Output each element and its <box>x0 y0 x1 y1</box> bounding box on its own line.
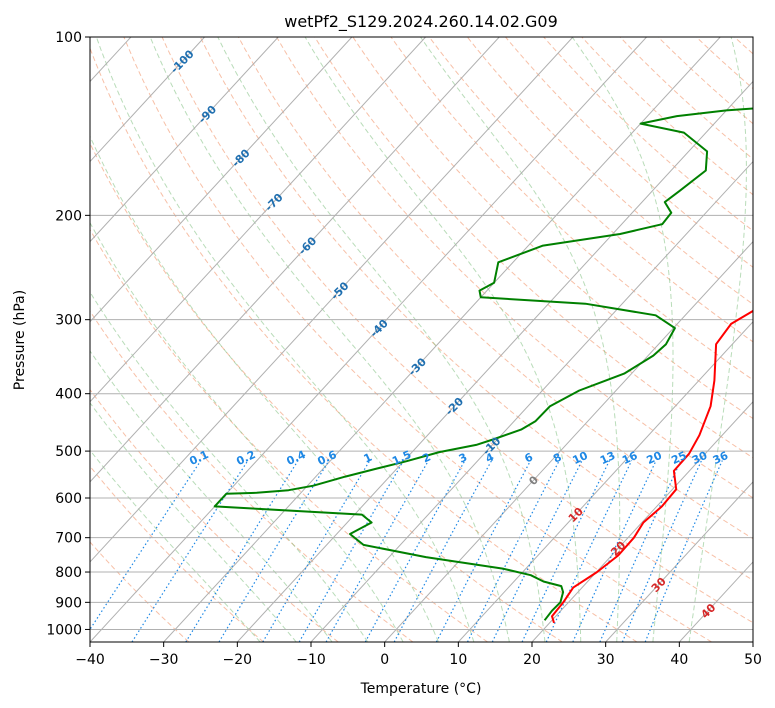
moist-adiabat <box>217 37 546 642</box>
moist-adiabat <box>149 37 510 642</box>
mixing-ratio-line <box>298 460 405 642</box>
dry-adiabat <box>428 37 753 343</box>
dry-adiabat <box>123 37 712 642</box>
dry-adiabat <box>90 388 339 642</box>
mixing-ratio-label: 36 <box>711 449 731 467</box>
mixing-ratio-line <box>262 460 371 642</box>
isotherm-line <box>90 37 279 243</box>
mixing-ratio-label: 25 <box>669 449 688 467</box>
x-tick-label: 30 <box>597 652 615 668</box>
x-tick-label: 50 <box>744 652 762 668</box>
mixing-ratio-line <box>644 460 723 642</box>
y-tick-label: 900 <box>55 595 82 611</box>
isotherm-line <box>531 401 753 642</box>
moist-adiabat <box>420 37 621 642</box>
y-tick-label: 800 <box>55 565 82 581</box>
mixing-ratio-label: 30 <box>690 449 710 467</box>
y-tick-label: 100 <box>55 30 82 46</box>
y-tick-label: 500 <box>55 444 82 460</box>
y-axis-label: Pressure (hPa) <box>12 290 28 390</box>
dry-adiabat <box>90 465 264 642</box>
x-tick-label: 20 <box>523 652 541 668</box>
mixing-ratio-line <box>521 460 611 642</box>
plot-area <box>90 37 753 642</box>
chart-title: wetPf2_S129.2024.260.14.02.G09 <box>284 12 558 32</box>
y-tick-label: 300 <box>55 313 82 329</box>
isotherm-line <box>90 37 205 163</box>
isotherm-line <box>90 37 574 563</box>
y-tick-label: 1000 <box>46 622 82 638</box>
mixing-ratio-line <box>599 460 682 642</box>
y-tick-label: 200 <box>55 208 82 224</box>
isotherm-line <box>384 240 753 642</box>
moist-adiabat <box>571 37 674 642</box>
y-tick-label: 700 <box>55 531 82 547</box>
x-axis-label: Temperature (°C) <box>360 681 482 697</box>
mixing-ratio-line <box>491 460 583 642</box>
mixing-ratio-line <box>218 460 330 642</box>
x-tick-label: −10 <box>296 652 326 668</box>
mixing-ratio-label: 16 <box>620 449 640 467</box>
dry-adiabat <box>237 37 753 540</box>
isotherm-line <box>90 37 426 403</box>
mixing-ratio-line <box>90 460 202 631</box>
moist-adiabat <box>90 350 333 642</box>
isotherm-line <box>457 320 753 642</box>
background-lines <box>90 37 753 642</box>
mixing-ratio-line <box>572 460 657 642</box>
mixing-ratio-line <box>364 460 466 642</box>
moist-adiabat <box>90 221 404 642</box>
mixing-ratio-line <box>466 460 560 642</box>
isotherm-line <box>163 37 721 642</box>
moist-adiabat <box>95 37 475 642</box>
isotherm-line <box>90 37 500 483</box>
dry-adiabat <box>199 37 753 581</box>
dry-adiabat <box>90 46 638 642</box>
y-axis-ticks: 100 200 300 400 500 600 700 800 900 1000 <box>46 30 90 638</box>
x-tick-label: 10 <box>449 652 467 668</box>
isotherm-line <box>90 37 647 642</box>
isotherm-line <box>605 481 753 642</box>
isotherm-line <box>310 160 753 642</box>
dry-adiabat <box>90 142 563 642</box>
x-tick-label: −40 <box>75 652 105 668</box>
isotherm-line <box>236 80 753 642</box>
mixing-ratio-line <box>325 460 430 642</box>
mixing-ratio-line <box>545 460 633 642</box>
dry-adiabat <box>581 37 753 196</box>
temperature-profile <box>551 309 753 624</box>
plot-frame <box>89 36 754 643</box>
y-tick-label: 600 <box>55 491 82 507</box>
x-tick-label: 40 <box>670 652 688 668</box>
x-tick-label: −20 <box>223 652 253 668</box>
dry-adiabat <box>390 37 753 381</box>
mixing-ratio-line <box>621 460 703 642</box>
mixing-ratio-label: 10 <box>571 449 591 467</box>
moist-adiabat <box>688 37 747 642</box>
x-tick-label: 0 <box>380 652 389 668</box>
dry-adiabat <box>352 37 753 420</box>
x-tick-label: −30 <box>149 652 179 668</box>
x-axis-ticks: −40 −30 −20 −10 0 10 20 30 40 50 <box>75 642 762 668</box>
sounding-profiles <box>213 107 753 624</box>
y-tick-label: 400 <box>55 387 82 403</box>
isotherm-line <box>90 37 353 323</box>
dry-adiabat <box>276 37 753 499</box>
dewpoint-profile <box>213 107 753 621</box>
dry-adiabat <box>505 37 753 268</box>
dry-adiabat <box>314 37 753 459</box>
moist-adiabat <box>90 449 261 642</box>
dry-adiabat <box>161 37 753 624</box>
moist-adiabat <box>90 135 439 642</box>
mixing-ratio-label: 13 <box>598 449 617 467</box>
pressure-gridlines <box>90 37 753 630</box>
mixing-ratio-label: 20 <box>645 449 665 467</box>
